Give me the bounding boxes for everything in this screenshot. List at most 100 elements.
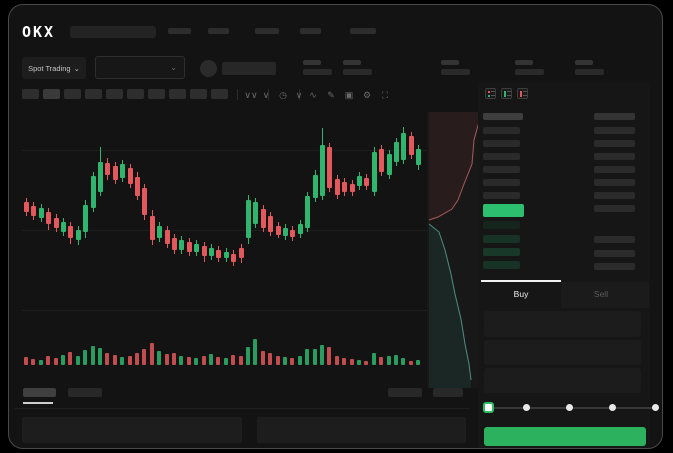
- pair-dropdown[interactable]: ⌄: [95, 56, 185, 79]
- ask-amount-placeholder: [594, 205, 635, 212]
- volume-bar: [246, 347, 250, 365]
- volume-bar: [112, 355, 117, 365]
- candle-body: [194, 244, 200, 252]
- ask-price-placeholder[interactable]: [483, 127, 520, 134]
- timeframe-button[interactable]: [22, 89, 39, 99]
- stat-value-placeholder: [575, 69, 604, 75]
- bottom-link-placeholder[interactable]: [388, 388, 422, 397]
- nav-item[interactable]: [208, 28, 229, 34]
- slider-step-dot[interactable]: [609, 404, 616, 411]
- book-bids-icon[interactable]: [501, 88, 512, 99]
- volume-bar: [231, 355, 236, 365]
- last-price-bar[interactable]: [483, 204, 524, 217]
- slider-step-dot[interactable]: [566, 404, 573, 411]
- candle-body: [46, 212, 52, 224]
- overlay-dropdown-icon[interactable]: ∨: [295, 90, 303, 100]
- divider: [15, 408, 470, 409]
- volume-bar: [283, 357, 287, 365]
- ask-price-placeholder[interactable]: [483, 179, 520, 186]
- candle-body: [349, 184, 355, 192]
- bottom-tab-open-orders[interactable]: [23, 388, 56, 397]
- volume-bar: [90, 346, 95, 365]
- interval-dropdown-icon[interactable]: ∨: [262, 90, 270, 100]
- tab-sell[interactable]: Sell: [593, 289, 609, 299]
- price-input[interactable]: [484, 311, 641, 337]
- nav-item[interactable]: [168, 28, 191, 34]
- draw-pencil-icon[interactable]: ✎: [327, 90, 335, 100]
- bid-amount-placeholder: [594, 236, 635, 243]
- bid-price-placeholder[interactable]: [483, 248, 520, 256]
- nav-item[interactable]: [255, 28, 279, 34]
- candle-body: [172, 238, 177, 250]
- candle-body: [290, 230, 296, 237]
- nav-item[interactable]: [300, 28, 321, 34]
- volume-bar: [312, 349, 317, 365]
- indicator-wave-icon[interactable]: ∿: [309, 90, 317, 100]
- bid-price-placeholder[interactable]: [483, 261, 520, 269]
- candle-body: [31, 206, 37, 216]
- gridline: [22, 150, 480, 151]
- bottom-link-placeholder[interactable]: [433, 388, 463, 397]
- ask-price-placeholder[interactable]: [483, 140, 520, 147]
- volume-bar: [408, 361, 413, 365]
- app-window: OKX Spot Trading ⌄ ⌄ ∨∨ ∨ ◷ ∨ ∿ ✎ ▣ ⚙ ⛶: [8, 4, 663, 449]
- total-input[interactable]: [484, 368, 641, 393]
- slider-handle[interactable]: [483, 402, 494, 413]
- slider-step-dot[interactable]: [652, 404, 659, 411]
- orders-table-placeholder: [257, 417, 466, 443]
- candle-body: [394, 142, 399, 162]
- candle-style-icon[interactable]: ∨∨: [244, 90, 258, 100]
- timeframe-button[interactable]: [106, 89, 123, 99]
- snapshot-camera-icon[interactable]: ▣: [344, 90, 354, 100]
- candle-body: [135, 177, 140, 196]
- bid-price-placeholder[interactable]: [483, 235, 520, 243]
- gridline: [22, 310, 480, 311]
- volume-bar: [38, 360, 43, 365]
- timeframe-button[interactable]: [127, 89, 144, 99]
- timeframe-button[interactable]: [211, 89, 228, 99]
- tab-buy[interactable]: Buy: [513, 289, 529, 299]
- timeframe-button[interactable]: [43, 89, 60, 99]
- chart-settings-gear-icon[interactable]: ⚙: [362, 90, 372, 100]
- ask-amount-placeholder: [594, 192, 635, 199]
- nav-item[interactable]: [350, 28, 376, 34]
- candle-body: [83, 205, 89, 232]
- bid-price-placeholder[interactable]: [483, 221, 520, 229]
- volume-bar: [364, 361, 369, 365]
- timeframe-button[interactable]: [85, 89, 102, 99]
- candle-body: [75, 230, 81, 240]
- ask-price-placeholder[interactable]: [483, 153, 520, 160]
- volume-bar: [186, 357, 191, 365]
- candlestick-chart[interactable]: [22, 112, 480, 388]
- timeframe-button[interactable]: [64, 89, 81, 99]
- candle-body: [216, 250, 222, 258]
- timeframe-button[interactable]: [169, 89, 186, 99]
- timeframe-button[interactable]: [190, 89, 207, 99]
- ob-header-price: [483, 113, 523, 120]
- okx-logo[interactable]: OKX: [22, 23, 56, 41]
- toolbar-separator: [237, 89, 238, 100]
- book-both-icon[interactable]: [485, 88, 496, 99]
- book-asks-icon[interactable]: [517, 88, 528, 99]
- candle-body: [408, 136, 414, 155]
- volume-bar: [260, 351, 265, 365]
- candle-body: [320, 145, 325, 196]
- ask-amount-placeholder: [594, 153, 635, 160]
- market-type-selector[interactable]: Spot Trading ⌄: [22, 57, 86, 79]
- slider-step-dot[interactable]: [523, 404, 530, 411]
- stat-label-placeholder: [515, 60, 533, 65]
- depth-chart[interactable]: [427, 112, 480, 388]
- ask-price-placeholder[interactable]: [483, 192, 520, 199]
- buy-button[interactable]: [484, 427, 646, 446]
- candle-body: [186, 242, 192, 252]
- bottom-tab-order-history[interactable]: [68, 388, 102, 397]
- bid-amount-placeholder: [594, 250, 635, 257]
- search-input[interactable]: [70, 26, 156, 38]
- fullscreen-icon[interactable]: ⛶: [381, 90, 389, 100]
- history-clock-icon[interactable]: ◷: [279, 90, 287, 100]
- stat-value-placeholder: [441, 69, 470, 75]
- amount-input[interactable]: [484, 340, 641, 365]
- ask-price-placeholder[interactable]: [483, 166, 520, 173]
- candle-body: [61, 222, 66, 232]
- timeframe-button[interactable]: [148, 89, 165, 99]
